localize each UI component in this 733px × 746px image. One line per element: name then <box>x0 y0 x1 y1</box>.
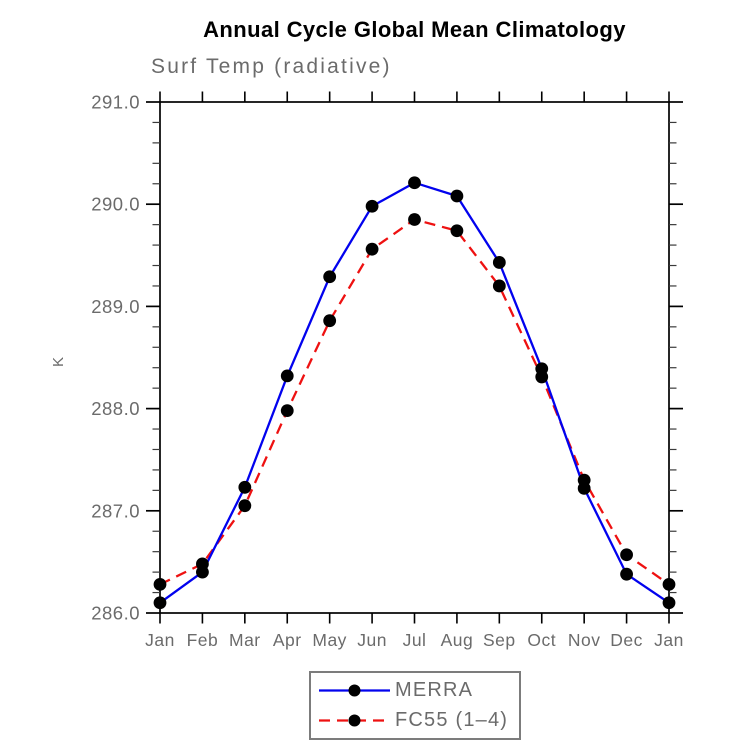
svg-text:287.0: 287.0 <box>91 500 140 521</box>
legend-item-merra: MERRA <box>318 676 519 706</box>
svg-text:Oct: Oct <box>527 630 556 650</box>
svg-text:Nov: Nov <box>568 630 601 650</box>
svg-text:291.0: 291.0 <box>91 92 140 113</box>
svg-text:Sep: Sep <box>483 630 516 650</box>
merra-line-sample <box>319 684 390 697</box>
fc55-line-sample <box>319 714 390 727</box>
chart-subtitle: Surf Temp (radiative) <box>151 55 392 78</box>
svg-text:286.0: 286.0 <box>91 603 140 624</box>
chart-title: Annual Cycle Global Mean Climatology <box>203 17 626 42</box>
legend-box: MERRA FC55 (1–4) <box>309 671 521 740</box>
svg-text:Dec: Dec <box>610 630 643 650</box>
svg-text:290.0: 290.0 <box>91 194 140 215</box>
legend-label-merra: MERRA <box>395 679 474 701</box>
svg-text:Jan: Jan <box>145 630 175 650</box>
svg-text:288.0: 288.0 <box>91 398 140 419</box>
svg-text:Apr: Apr <box>273 630 302 650</box>
legend-item-fc55: FC55 (1–4) <box>318 706 519 736</box>
svg-text:Mar: Mar <box>229 630 261 650</box>
svg-text:289.0: 289.0 <box>91 296 140 317</box>
svg-text:Jan: Jan <box>654 630 684 650</box>
svg-text:K: K <box>50 357 67 367</box>
svg-text:Aug: Aug <box>441 630 474 650</box>
svg-text:Jun: Jun <box>357 630 387 650</box>
svg-text:May: May <box>312 630 347 650</box>
legend-label-fc55: FC55 (1–4) <box>395 709 509 731</box>
svg-text:Feb: Feb <box>187 630 219 650</box>
svg-text:Jul: Jul <box>403 630 427 650</box>
